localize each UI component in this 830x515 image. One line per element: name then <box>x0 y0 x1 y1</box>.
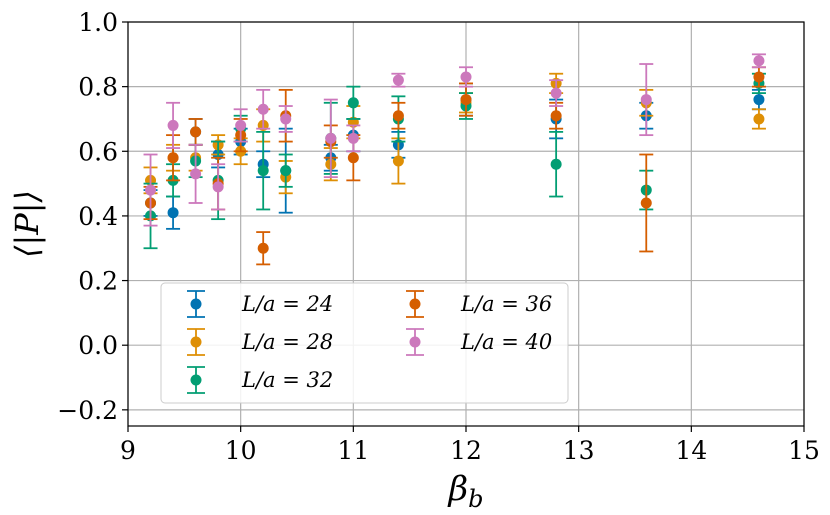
legend-frame <box>160 282 569 404</box>
legend: L/a = 24 L/a = 28 L/a = 32 L/a = 36 L/a = 40 <box>160 282 569 404</box>
data-point <box>167 152 179 164</box>
data-point <box>347 97 359 109</box>
data-point <box>753 71 765 83</box>
y-tick-label: 0.2 <box>78 267 118 296</box>
legend-marker-point <box>409 336 421 348</box>
data-point <box>753 55 765 67</box>
legend-label: L/a = 28 <box>241 330 333 354</box>
data-point <box>753 94 765 106</box>
data-point <box>753 113 765 125</box>
data-point <box>280 113 292 125</box>
data-point <box>550 158 562 170</box>
legend-marker-point <box>190 336 202 348</box>
x-axis-label: βb <box>446 469 483 513</box>
data-point <box>190 126 202 138</box>
data-point <box>347 132 359 144</box>
legend-label: L/a = 24 <box>241 292 333 316</box>
data-point <box>392 155 404 167</box>
legend-entry: L/a = 36 <box>406 290 552 318</box>
y-tick-label: 1.0 <box>78 8 118 37</box>
data-point <box>460 94 472 106</box>
data-point <box>257 165 269 177</box>
data-point <box>392 110 404 122</box>
data-point <box>167 207 179 219</box>
legend-label: L/a = 40 <box>460 330 552 354</box>
legend-entry: L/a = 32 <box>187 366 333 394</box>
y-tick-label: 0.0 <box>78 331 118 360</box>
legend-marker-point <box>190 374 202 386</box>
data-point <box>257 103 269 115</box>
data-point <box>325 132 337 144</box>
data-point <box>392 74 404 86</box>
series-layer <box>143 53 766 266</box>
data-point <box>280 165 292 177</box>
y-tick-label: 0.6 <box>78 137 118 166</box>
data-point <box>167 119 179 131</box>
data-point <box>212 181 224 193</box>
legend-entry: L/a = 28 <box>187 328 333 356</box>
legend-label: L/a = 32 <box>241 368 333 392</box>
y-tick-label: 0.8 <box>78 73 118 102</box>
data-point <box>347 152 359 164</box>
data-point <box>460 71 472 83</box>
data-point <box>640 197 652 209</box>
data-point <box>550 110 562 122</box>
y-tick-label: 0.4 <box>78 202 118 231</box>
data-point <box>190 168 202 180</box>
legend-label: L/a = 36 <box>460 292 552 316</box>
legend-marker-point <box>409 298 421 310</box>
axis-ticks: 9 10 11 12 13 14 15 −0.2 0.0 0.2 0.4 0.6 0.8 1.0 <box>57 8 820 465</box>
series-5 <box>143 53 766 227</box>
x-tick-label: 10 <box>225 436 257 465</box>
y-tick-label: −0.2 <box>57 396 118 425</box>
x-tick-label: 14 <box>675 436 707 465</box>
x-tick-label: 9 <box>120 436 136 465</box>
legend-marker-point <box>190 298 202 310</box>
data-point <box>550 87 562 99</box>
legend-entry: L/a = 24 <box>187 290 333 318</box>
x-tick-label: 15 <box>788 436 820 465</box>
x-tick-label: 11 <box>337 436 369 465</box>
y-axis-label: ⟨|P|⟩ <box>8 190 46 258</box>
x-tick-label: 12 <box>450 436 482 465</box>
data-point <box>145 184 157 196</box>
legend-entry: L/a = 40 <box>406 328 552 356</box>
x-tick-label: 13 <box>563 436 595 465</box>
data-point <box>235 119 247 131</box>
data-point <box>640 94 652 106</box>
data-point <box>257 242 269 254</box>
